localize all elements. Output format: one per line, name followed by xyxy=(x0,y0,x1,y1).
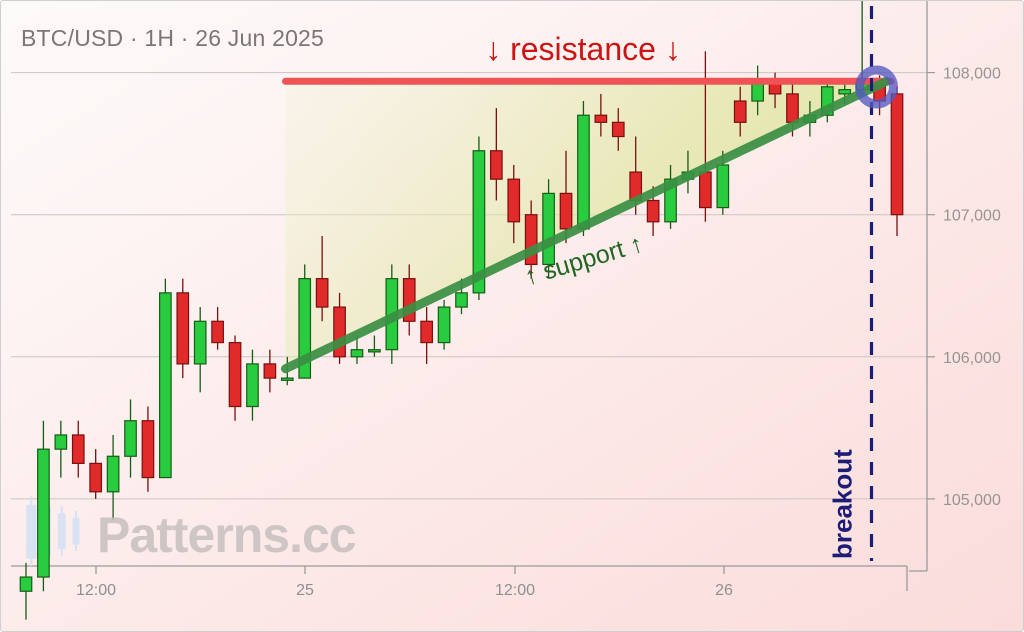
svg-text:12:00: 12:00 xyxy=(495,582,535,599)
svg-text:108,000: 108,000 xyxy=(943,66,1001,83)
svg-text:↓ resistance ↓: ↓ resistance ↓ xyxy=(485,31,681,67)
svg-text:12:00: 12:00 xyxy=(76,582,116,599)
svg-text:26: 26 xyxy=(715,582,733,599)
svg-text:25: 25 xyxy=(296,582,314,599)
svg-text:107,000: 107,000 xyxy=(943,208,1001,225)
svg-text:105,000: 105,000 xyxy=(943,492,1001,509)
svg-text:106,000: 106,000 xyxy=(943,350,1001,367)
svg-text:breakout: breakout xyxy=(828,449,858,559)
